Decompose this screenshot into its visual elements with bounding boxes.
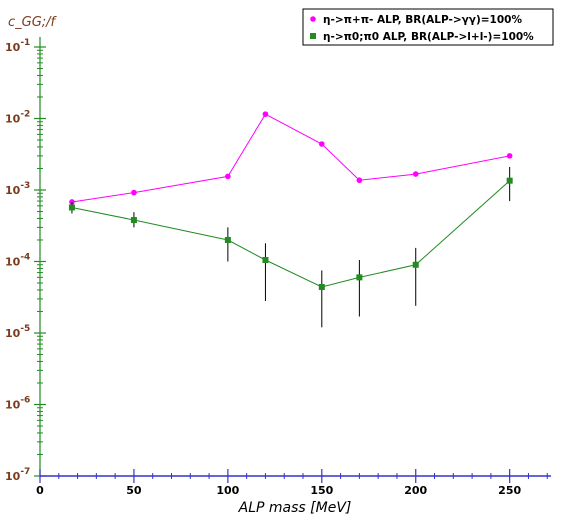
y-tick-label: 10-6 — [5, 396, 30, 412]
series-2-point — [224, 236, 231, 243]
series-2-point — [130, 217, 137, 224]
series-1-point — [319, 141, 325, 147]
series-1-point — [225, 173, 231, 180]
legend-label-2: η->π0;π0 ALP, BR(ALP->l+l-)=100% — [323, 31, 534, 43]
x-tick-label: 50 — [126, 484, 142, 497]
legend-box — [302, 8, 554, 46]
y-tick-label: 10-7 — [5, 467, 30, 483]
series-2-point — [68, 204, 75, 211]
y-tick-label: 10-2 — [5, 110, 30, 126]
x-tick-label: 100 — [216, 484, 239, 497]
legend: η->π+π- ALP, BR(ALP->γγ)=100% η->π0;π0 AL… — [302, 8, 554, 46]
legend-marker-1 — [310, 16, 316, 22]
x-axis-label: ALP mass [MeV] — [238, 500, 352, 516]
series-1-point — [131, 189, 137, 196]
y-tick-label: 10-3 — [5, 181, 30, 197]
series-2-point — [262, 256, 269, 263]
y-axis-label: c_GG;/f — [8, 15, 58, 30]
series-2-point — [356, 274, 363, 281]
series-1-point — [262, 111, 269, 117]
series-1-line — [71, 113, 510, 203]
axes-layer: 10-7 10-6 10-5 10-4 10-3 10-2 10-1 0 50 100 150 200… — [5, 37, 551, 497]
series-2-line — [71, 180, 511, 288]
series-1-point — [412, 171, 419, 177]
series-2-point — [318, 283, 325, 290]
series-1-point — [506, 153, 513, 159]
series-1-point — [356, 177, 363, 184]
legend-items: η->π+π- ALP, BR(ALP->γγ)=100% η->π0;π0 AL… — [310, 14, 534, 43]
x-tick-label: 200 — [404, 484, 427, 497]
legend-marker-2 — [310, 33, 316, 39]
x-tick-label: 0 — [36, 484, 44, 497]
series-2-point — [506, 177, 513, 184]
y-tick-label: 10-1 — [5, 38, 30, 54]
y-tick-label: 10-4 — [5, 253, 30, 269]
legend-label-1: η->π+π- ALP, BR(ALP->γγ)=100% — [323, 14, 522, 26]
x-tick-label: 250 — [498, 484, 521, 497]
series-layer — [68, 111, 513, 328]
x-tick-label: 150 — [310, 484, 333, 497]
series-2-point — [412, 261, 419, 268]
y-tick-label: 10-5 — [5, 324, 30, 340]
